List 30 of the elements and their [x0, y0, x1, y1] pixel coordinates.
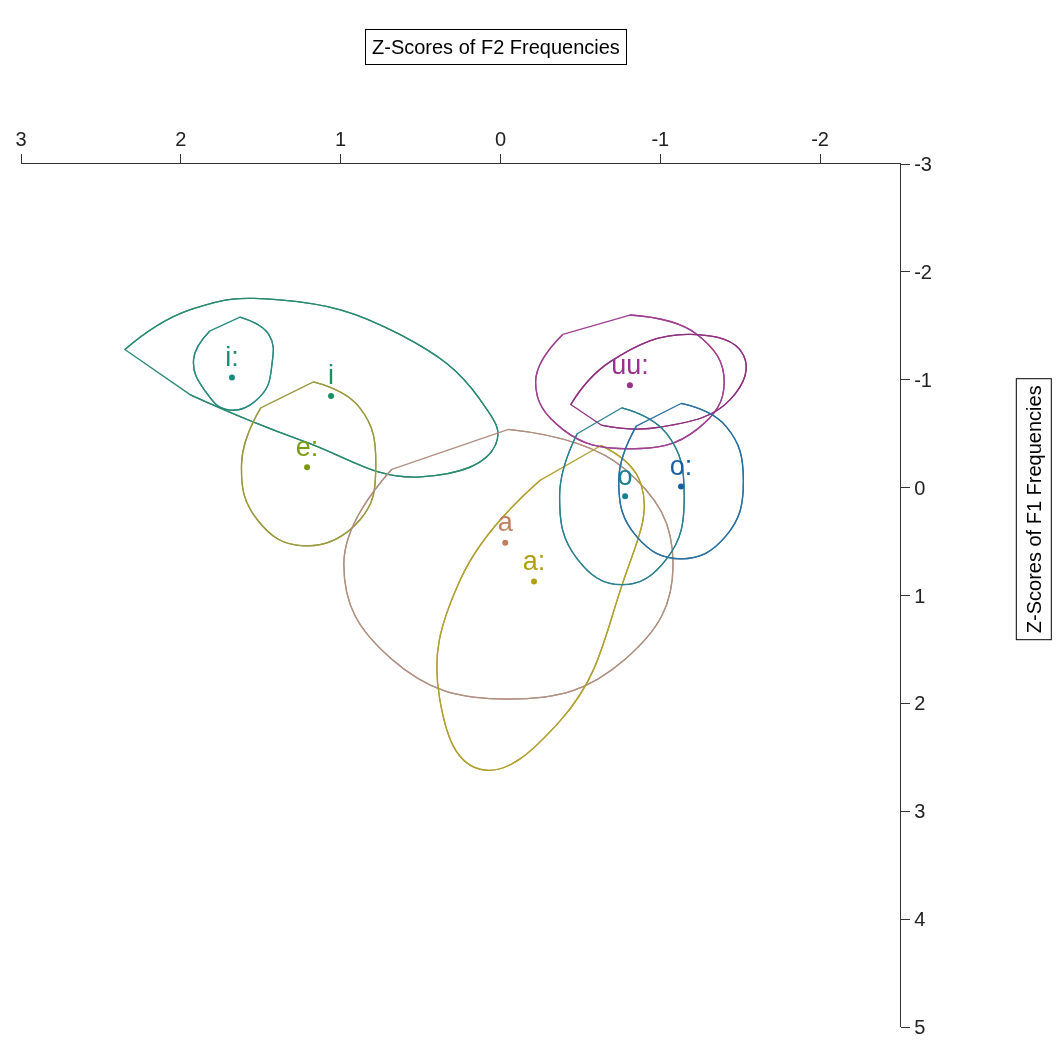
x-tick-label: -1: [651, 127, 670, 150]
y-axis-title: Z-Scores of F1 Frequencies: [1022, 385, 1045, 634]
x-axis-title: Z-Scores of F2 Frequencies: [372, 36, 620, 58]
x-tick-label: 0: [494, 127, 507, 150]
series-label: a:: [522, 545, 546, 576]
y-tick-label: 1: [914, 584, 926, 607]
point: [328, 392, 335, 399]
x-tick-label: -2: [811, 127, 829, 150]
y-tick-label: -3: [914, 153, 932, 175]
point: [228, 374, 235, 381]
x-tick-label: 3: [15, 127, 27, 150]
y-tick-label: 2: [914, 692, 926, 715]
point: [678, 483, 685, 490]
series-label: i: [328, 360, 335, 391]
point: [531, 578, 538, 585]
x-tick-label: 1: [335, 127, 347, 150]
point: [622, 493, 629, 500]
series-label: uu:: [611, 349, 649, 380]
series-label: i:: [225, 342, 239, 373]
y-tick-label: -1: [914, 368, 932, 391]
y-tick-label: 3: [914, 800, 926, 823]
point: [502, 539, 509, 546]
y-tick-label: 5: [914, 1016, 926, 1038]
series-label: a: [497, 507, 514, 538]
y-tick-label: -2: [914, 260, 932, 283]
point: [626, 382, 633, 389]
y-tick-label: 4: [914, 908, 926, 931]
point: [304, 464, 311, 471]
x-tick-label: 2: [175, 127, 187, 150]
y-tick-label: 0: [914, 476, 926, 499]
